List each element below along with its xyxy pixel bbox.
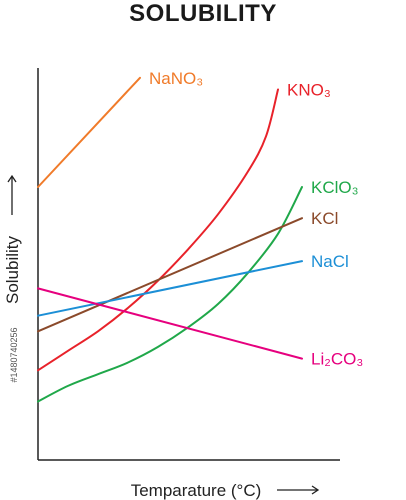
- series-label-1: KNO₃: [287, 81, 331, 100]
- y-axis-arrow: [7, 174, 17, 215]
- x-axis-arrow: [277, 485, 320, 495]
- series-line-3: [37, 217, 303, 333]
- series-lines: [37, 76, 303, 403]
- series-label-0: NaNO₃: [149, 69, 203, 88]
- series-label-3: KCl: [311, 209, 338, 228]
- x-axis-label: Temparature (°C): [131, 481, 262, 500]
- series-label-2: KClO₃: [311, 178, 359, 197]
- chart-title: SOLUBILITY: [129, 0, 277, 27]
- series-line-1: [37, 88, 279, 372]
- axes: [7, 68, 340, 495]
- series-label-4: NaCl: [311, 252, 349, 271]
- series-line-0: [37, 76, 141, 188]
- y-axis-label: Solubility: [3, 235, 22, 304]
- series-line-5: [37, 287, 303, 360]
- series-line-4: [37, 260, 303, 317]
- series-labels: NaNO₃ KNO₃ KClO₃ KCl NaCl Li₂CO₃: [149, 69, 363, 369]
- series-line-2: [37, 186, 303, 403]
- series-label-5: Li₂CO₃: [311, 350, 363, 369]
